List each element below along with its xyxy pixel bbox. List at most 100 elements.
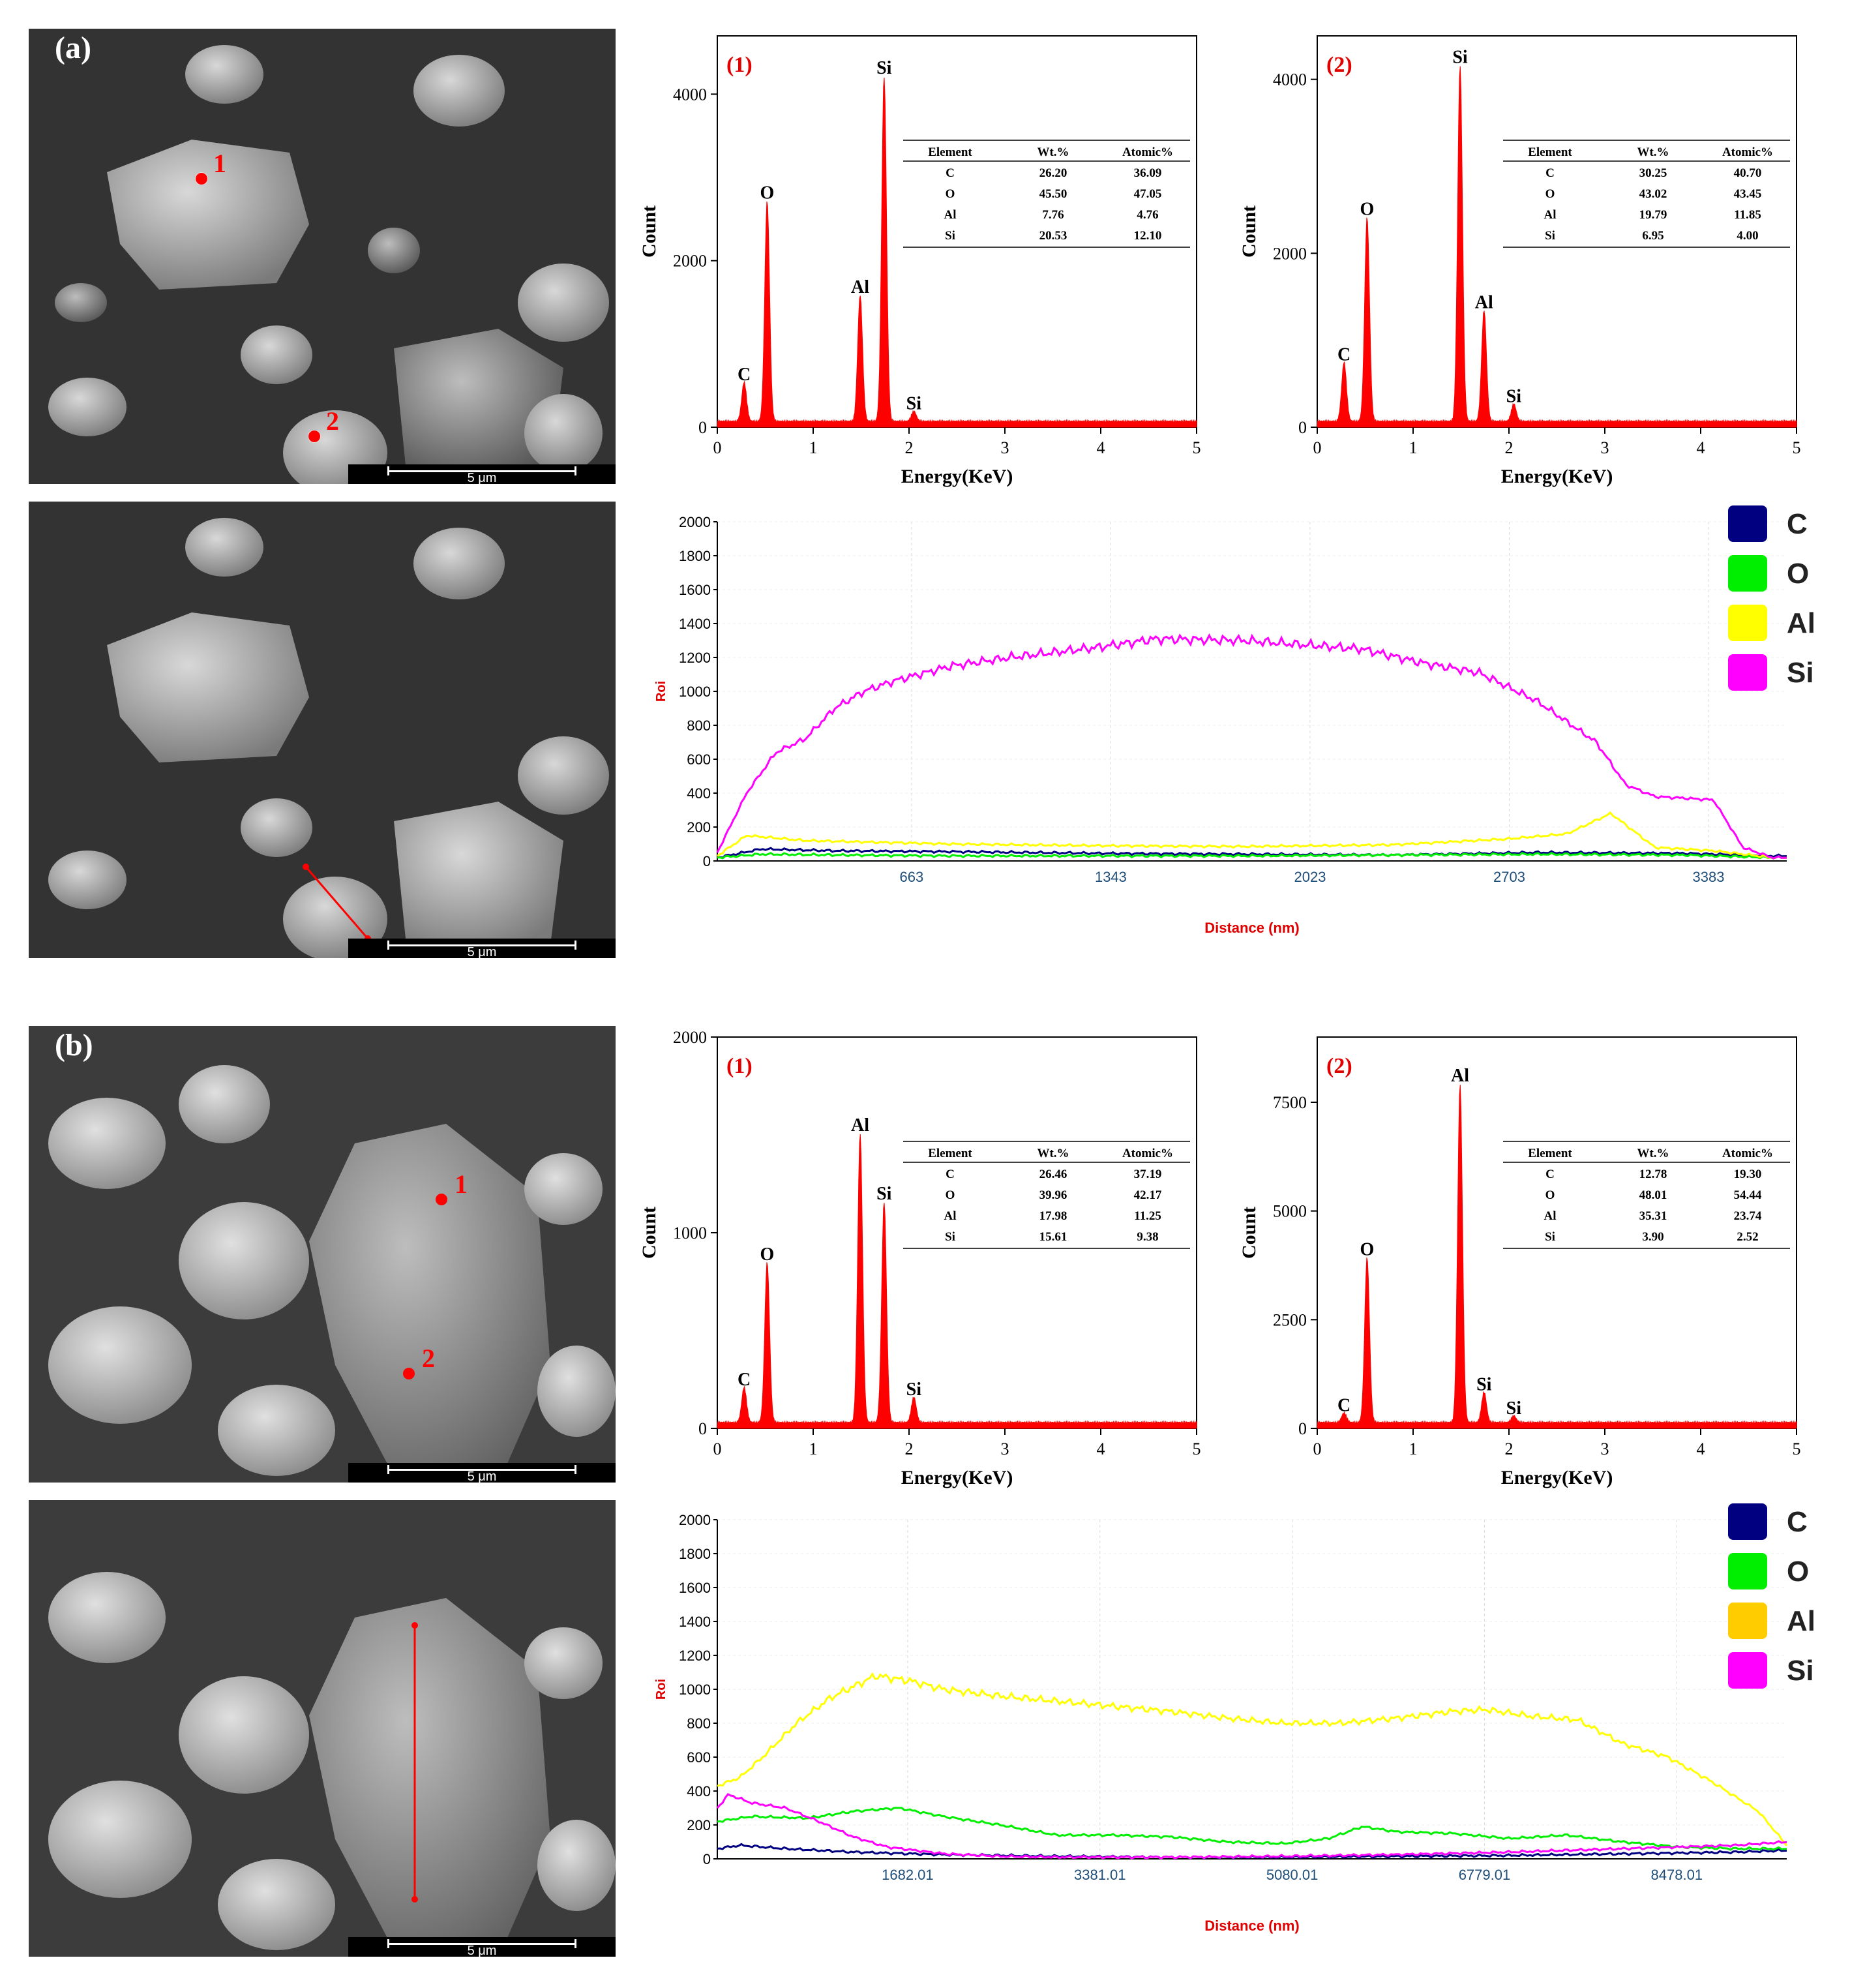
- y-tick-label: 2000: [1273, 244, 1307, 263]
- sem-image-a-top: 1 2 (a) 5 μm: [29, 29, 616, 484]
- x-tick-label: 5: [1193, 1439, 1201, 1458]
- legend-label: Al: [1787, 1605, 1815, 1637]
- table-cell: 39.96: [1039, 1188, 1067, 1202]
- scale-bar-label: 5 μm: [467, 945, 497, 958]
- plot-frame: [1317, 1036, 1797, 1429]
- x-tick-label: 0: [1313, 1439, 1322, 1458]
- scale-bar: 5 μm: [348, 939, 616, 958]
- table-cell: 2.52: [1737, 1230, 1758, 1244]
- table-cell: 45.50: [1039, 187, 1067, 201]
- table-cell: 12.78: [1639, 1167, 1667, 1181]
- y-tick-label: 1800: [679, 1546, 711, 1562]
- y-axis-label: Roi: [654, 681, 668, 702]
- y-tick-label: 7500: [1273, 1093, 1307, 1112]
- x-tick-label: 3: [1601, 438, 1609, 457]
- x-tick-label: 5: [1793, 438, 1801, 457]
- legend-item-si: Si: [1728, 1652, 1850, 1693]
- y-tick-label: 4000: [1273, 70, 1307, 89]
- plot-frame: [1317, 35, 1797, 428]
- sem-image-a-bottom: 5 μm: [29, 502, 616, 958]
- peak-label-c: C: [738, 365, 751, 385]
- legend-label: C: [1787, 1506, 1808, 1538]
- table-cell: 11.25: [1134, 1209, 1161, 1223]
- table-cell: Si: [1545, 229, 1555, 243]
- peak-label-si: Si: [1476, 1374, 1492, 1394]
- line-scan-a: 0 200 400 600 800 1000 1200 1400 1600 1800 2000 663…: [654, 514, 1787, 936]
- y-tick-label: 1000: [679, 684, 711, 700]
- y-tick-label: 1800: [679, 548, 711, 564]
- table-cell: 48.01: [1639, 1188, 1667, 1202]
- table-cell: 42.17: [1134, 1188, 1162, 1202]
- y-tick-label: 1200: [679, 650, 711, 666]
- peak-label-al: Al: [1451, 1066, 1469, 1086]
- peak-label-c: C: [738, 1370, 751, 1390]
- sem-texture: 1 2: [29, 29, 616, 484]
- sem-image-b-top: 1 2 (b) 5 μm: [29, 1026, 616, 1483]
- panel-label-b: (b): [55, 1028, 93, 1062]
- peak-label-si: Si: [876, 1184, 892, 1204]
- legend-swatch: [1728, 605, 1767, 641]
- table-header: Atomic%: [1122, 1147, 1173, 1160]
- y-tick-label: 5000: [1273, 1202, 1307, 1221]
- spectrum-area: [717, 77, 1197, 428]
- scale-bar: 5 μm: [348, 1463, 616, 1483]
- x-tick-label: 3: [1001, 1439, 1009, 1458]
- table-cell: 40.70: [1734, 166, 1762, 180]
- legend-label: O: [1787, 1556, 1810, 1588]
- y-axis-label: Count: [1238, 1207, 1260, 1259]
- y-tick-label: 0: [703, 853, 711, 869]
- table-header: Element: [928, 1147, 972, 1160]
- x-tick-label: 5: [1193, 438, 1201, 457]
- table-header: Atomic%: [1722, 145, 1773, 159]
- table-cell: 43.45: [1734, 187, 1762, 201]
- peak-label-si: Si: [1506, 386, 1522, 406]
- table-header: Atomic%: [1122, 145, 1173, 159]
- table-cell: Al: [1544, 1209, 1557, 1223]
- table-cell: 17.98: [1039, 1209, 1067, 1223]
- y-tick-label: 400: [687, 1783, 711, 1800]
- spectrum-area: [1317, 1085, 1797, 1429]
- series-line-al: [717, 811, 1787, 860]
- x-axis-label: Energy(KeV): [901, 466, 1013, 487]
- legend-label: O: [1787, 558, 1810, 590]
- y-tick-label: 2000: [673, 1028, 707, 1047]
- y-tick-label: 600: [687, 751, 711, 768]
- x-tick-label: 3: [1601, 1439, 1609, 1458]
- x-tick-label: 3381.01: [1074, 1867, 1126, 1883]
- table-header: Element: [1528, 145, 1572, 159]
- y-tick-label: 2000: [679, 514, 711, 530]
- y-tick-label: 200: [687, 819, 711, 836]
- table-cell: 37.19: [1134, 1167, 1162, 1181]
- table-cell: 4.00: [1737, 229, 1758, 243]
- table-header: Element: [928, 145, 972, 159]
- scale-bar-label: 5 μm: [467, 1469, 497, 1483]
- y-tick-label: 2000: [679, 1512, 711, 1528]
- peak-label-si: Si: [1452, 47, 1468, 67]
- legend-item-o: O: [1728, 1553, 1850, 1593]
- scale-bar: 5 μm: [348, 464, 616, 484]
- legend-item-al: Al: [1728, 1603, 1850, 1643]
- table-cell: Al: [1544, 208, 1557, 222]
- scale-bar-label: 5 μm: [467, 1944, 497, 1957]
- table-cell: 26.46: [1039, 1167, 1067, 1181]
- series-line-si: [716, 633, 1787, 860]
- legend-swatch: [1728, 1603, 1767, 1639]
- peak-label-al: Al: [851, 1115, 869, 1136]
- peak-label-c: C: [1337, 344, 1350, 365]
- legend-swatch: [1728, 1652, 1767, 1689]
- x-tick-label: 5: [1793, 1439, 1801, 1458]
- y-axis-label: Count: [1238, 205, 1260, 258]
- x-tick-label: 2: [905, 438, 914, 457]
- spectrum-label: (1): [726, 1054, 753, 1078]
- table-cell: O: [1545, 187, 1555, 201]
- x-axis-label: Distance (nm): [1204, 1918, 1299, 1934]
- eds-point-2-label: 2: [326, 406, 339, 436]
- spectrum-area: [717, 1134, 1197, 1429]
- eds-point-2-label: 2: [422, 1344, 435, 1373]
- table-cell: Al: [944, 208, 957, 222]
- y-tick-label: 800: [687, 1715, 711, 1732]
- sem-texture: [29, 502, 616, 958]
- table-cell: Si: [1545, 1230, 1555, 1244]
